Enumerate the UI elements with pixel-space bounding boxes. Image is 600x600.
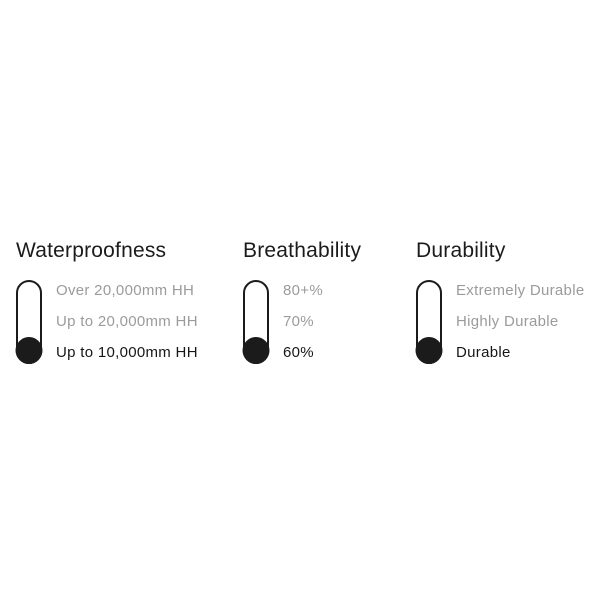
feature-title: Durability [416,239,506,262]
level-option-selected: Durable [456,344,511,361]
feature-card-breathability: Breathability 80+% 70% 60% [242,238,362,368]
level-option: Over 20,000mm HH [56,282,195,299]
gauge-knob-icon [15,336,43,364]
gauge-knob-icon [242,336,270,364]
feature-title: Breathability [243,239,362,262]
level-option: Up to 20,000mm HH [56,313,198,330]
level-option-selected: 60% [283,344,314,361]
level-options: 80+% 70% 60% [283,275,323,368]
feature-card-waterproofness: Waterproofness Over 20,000mm HH Up to 20… [15,238,198,368]
gauge-knob-icon [415,336,443,364]
level-options: Extremely Durable Highly Durable Durable [456,275,584,368]
gauge-row: Over 20,000mm HH Up to 20,000mm HH Up to… [15,275,198,368]
level-option: 70% [283,313,314,330]
gauge-row: 80+% 70% 60% [242,275,361,368]
gauge-row: Extremely Durable Highly Durable Durable [415,275,584,368]
pill-gauge-icon [15,279,43,364]
feature-title: Waterproofness [16,239,167,262]
level-option-selected: Up to 10,000mm HH [56,344,198,361]
level-option: 80+% [283,282,323,299]
level-option: Highly Durable [456,313,559,330]
feature-card-durability: Durability Extremely Durable Highly Dura… [415,238,584,368]
level-option: Extremely Durable [456,282,585,299]
pill-gauge-icon [242,279,270,364]
pill-gauge-icon [415,279,443,364]
level-options: Over 20,000mm HH Up to 20,000mm HH Up to… [56,275,198,368]
